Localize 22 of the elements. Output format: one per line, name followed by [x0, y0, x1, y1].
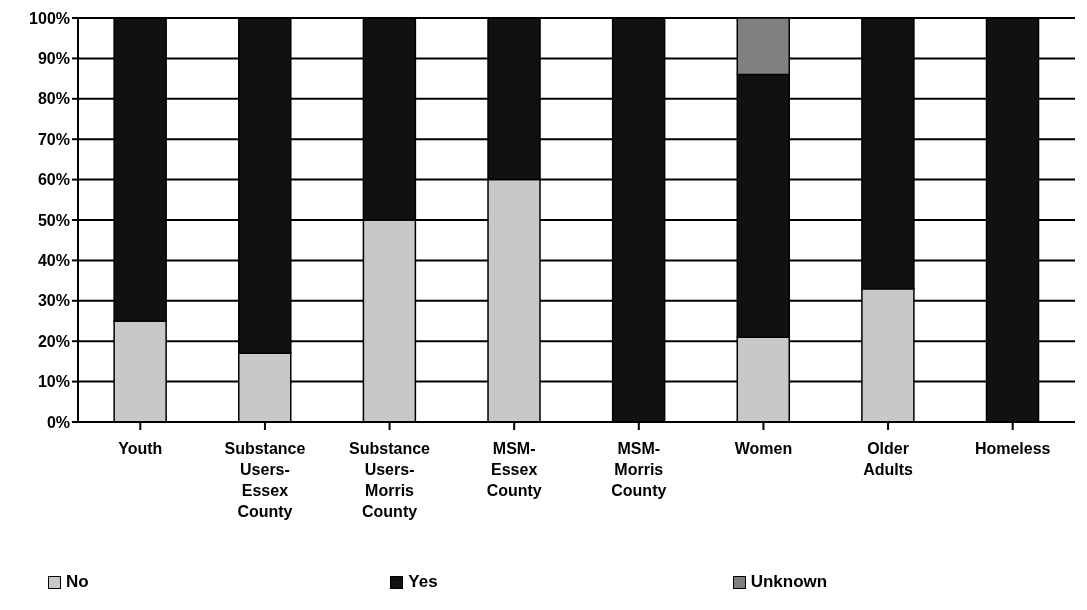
y-tick-label: 100%: [29, 9, 70, 27]
legend-label: Yes: [408, 572, 438, 592]
x-tick-label: Substance Users-Essex County: [224, 440, 306, 520]
y-tick-label: 90%: [37, 50, 70, 68]
x-tick-label: MSM-Morris County: [611, 440, 667, 499]
y-tick-label: 80%: [37, 90, 70, 108]
legend-label: Unknown: [750, 572, 828, 592]
y-tick-label: 50%: [37, 211, 70, 229]
y-tick-label: 70%: [37, 130, 70, 148]
x-tick-label: Substance Users-Morris County: [349, 440, 431, 520]
x-tick-label: Women: [734, 440, 793, 457]
legend-label: No: [66, 572, 89, 592]
x-tick-label: Older Adults: [863, 440, 914, 478]
y-tick-label: 60%: [37, 171, 70, 189]
x-tick-label: Homeless: [974, 440, 1051, 457]
x-tick-label: MSM-Essex County: [486, 440, 542, 499]
y-tick-label: 30%: [37, 292, 70, 310]
y-tick-label: 20%: [37, 332, 70, 350]
y-tick-label: 10%: [37, 373, 70, 391]
y-tick-label: 40%: [37, 252, 70, 270]
x-tick-label: Youth: [118, 440, 163, 457]
y-tick-label: 0%: [46, 413, 70, 431]
